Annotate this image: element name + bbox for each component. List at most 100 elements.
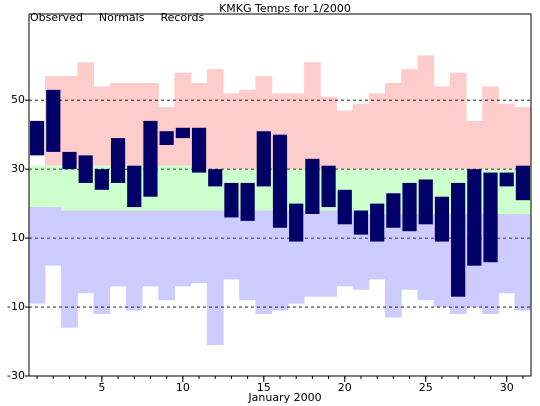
record-low-band	[206, 210, 224, 345]
observed-bar	[386, 193, 401, 228]
normal-band	[352, 169, 370, 214]
observed-bar	[370, 203, 385, 242]
observed-bar	[175, 127, 190, 139]
observed-bar	[208, 169, 223, 187]
record-low-band	[514, 213, 532, 311]
record-high-band	[239, 89, 256, 170]
observed-bar	[483, 172, 498, 263]
observed-bar	[499, 172, 514, 187]
record-low-band	[336, 210, 354, 287]
record-high-band	[336, 110, 354, 170]
observed-bar	[30, 120, 45, 156]
y-tick-label: -10	[7, 300, 25, 313]
record-high-band	[465, 120, 483, 170]
record-low-band	[61, 210, 78, 328]
y-tick-label: -30	[7, 369, 25, 382]
observed-bar	[127, 165, 142, 208]
record-low-band	[174, 210, 192, 287]
record-high-band	[498, 103, 516, 170]
record-high-band	[174, 72, 192, 166]
observed-bar	[62, 151, 77, 170]
record-high-band	[223, 93, 240, 170]
observed-bar	[434, 196, 450, 242]
observed-bar	[289, 203, 304, 242]
record-low-band	[190, 210, 208, 283]
observed-bar	[46, 89, 61, 152]
record-low-band	[417, 213, 435, 301]
record-high-band	[368, 93, 386, 170]
record-low-band	[304, 210, 321, 297]
observed-bar	[402, 182, 417, 232]
x-tick-label: 25	[419, 381, 433, 394]
record-high-band	[482, 86, 499, 170]
observed-bar	[353, 210, 369, 235]
record-low-band	[93, 210, 111, 314]
observed-bar	[224, 182, 239, 218]
legend-entry: Normals	[99, 11, 145, 24]
record-low-band	[223, 210, 240, 280]
record-low-band	[271, 210, 289, 311]
y-tick-label: 10	[11, 231, 25, 244]
y-tick-label: 30	[11, 162, 25, 175]
legend-entry: Records	[160, 11, 204, 24]
normal-band	[287, 169, 305, 211]
observed-bar	[337, 189, 352, 225]
chart-title: KMKG Temps for 1/2000	[219, 2, 351, 15]
record-low-band	[239, 210, 256, 301]
observed-bar	[467, 169, 482, 266]
observed-bar	[515, 165, 530, 201]
record-low-band	[142, 210, 159, 287]
observed-bar	[159, 131, 174, 146]
record-high-band	[352, 103, 370, 170]
record-high-band	[449, 72, 467, 170]
y-tick-label: 50	[11, 93, 25, 106]
normal-band	[368, 169, 386, 214]
record-high-band	[287, 93, 305, 170]
record-low-band	[109, 210, 127, 287]
record-high-band	[93, 86, 111, 166]
normal-band	[174, 165, 192, 211]
record-low-band	[28, 207, 46, 304]
record-low-band	[401, 213, 418, 290]
record-high-band	[125, 82, 143, 166]
record-high-band	[61, 76, 78, 166]
observed-bar	[321, 165, 336, 208]
record-high-band	[206, 69, 224, 170]
record-high-band	[401, 69, 418, 170]
observed-bar	[418, 179, 433, 225]
x-tick-label: 20	[338, 381, 352, 394]
observed-bar	[451, 182, 466, 297]
record-low-band	[320, 210, 337, 297]
normal-band	[190, 169, 208, 211]
legend-entry: Observed	[30, 11, 83, 24]
observed-bar	[305, 158, 320, 214]
x-tick-label: 15	[257, 381, 271, 394]
record-high-band	[514, 107, 532, 170]
record-low-band	[385, 213, 402, 318]
normal-band	[158, 165, 175, 211]
record-high-band	[77, 62, 95, 166]
record-low-band	[77, 210, 95, 294]
normal-band	[61, 165, 78, 211]
record-low-band	[158, 210, 175, 301]
observed-bar	[94, 169, 109, 190]
record-high-band	[385, 82, 402, 170]
record-low-band	[125, 210, 143, 311]
record-high-band	[320, 96, 337, 170]
observed-bar	[78, 155, 93, 183]
observed-bar	[191, 127, 207, 173]
observed-bar	[110, 138, 126, 183]
normal-band	[28, 165, 46, 208]
record-low-band	[498, 213, 516, 294]
normal-band	[44, 165, 62, 208]
x-axis-label: January 2000	[247, 391, 321, 404]
observed-bar	[256, 131, 271, 187]
x-tick-label: 5	[98, 381, 105, 394]
observed-bar	[240, 182, 255, 221]
x-tick-label: 10	[176, 381, 190, 394]
observed-bar	[272, 134, 288, 228]
x-tick-label: 30	[500, 381, 514, 394]
record-high-band	[433, 86, 451, 170]
observed-bar	[143, 120, 158, 197]
